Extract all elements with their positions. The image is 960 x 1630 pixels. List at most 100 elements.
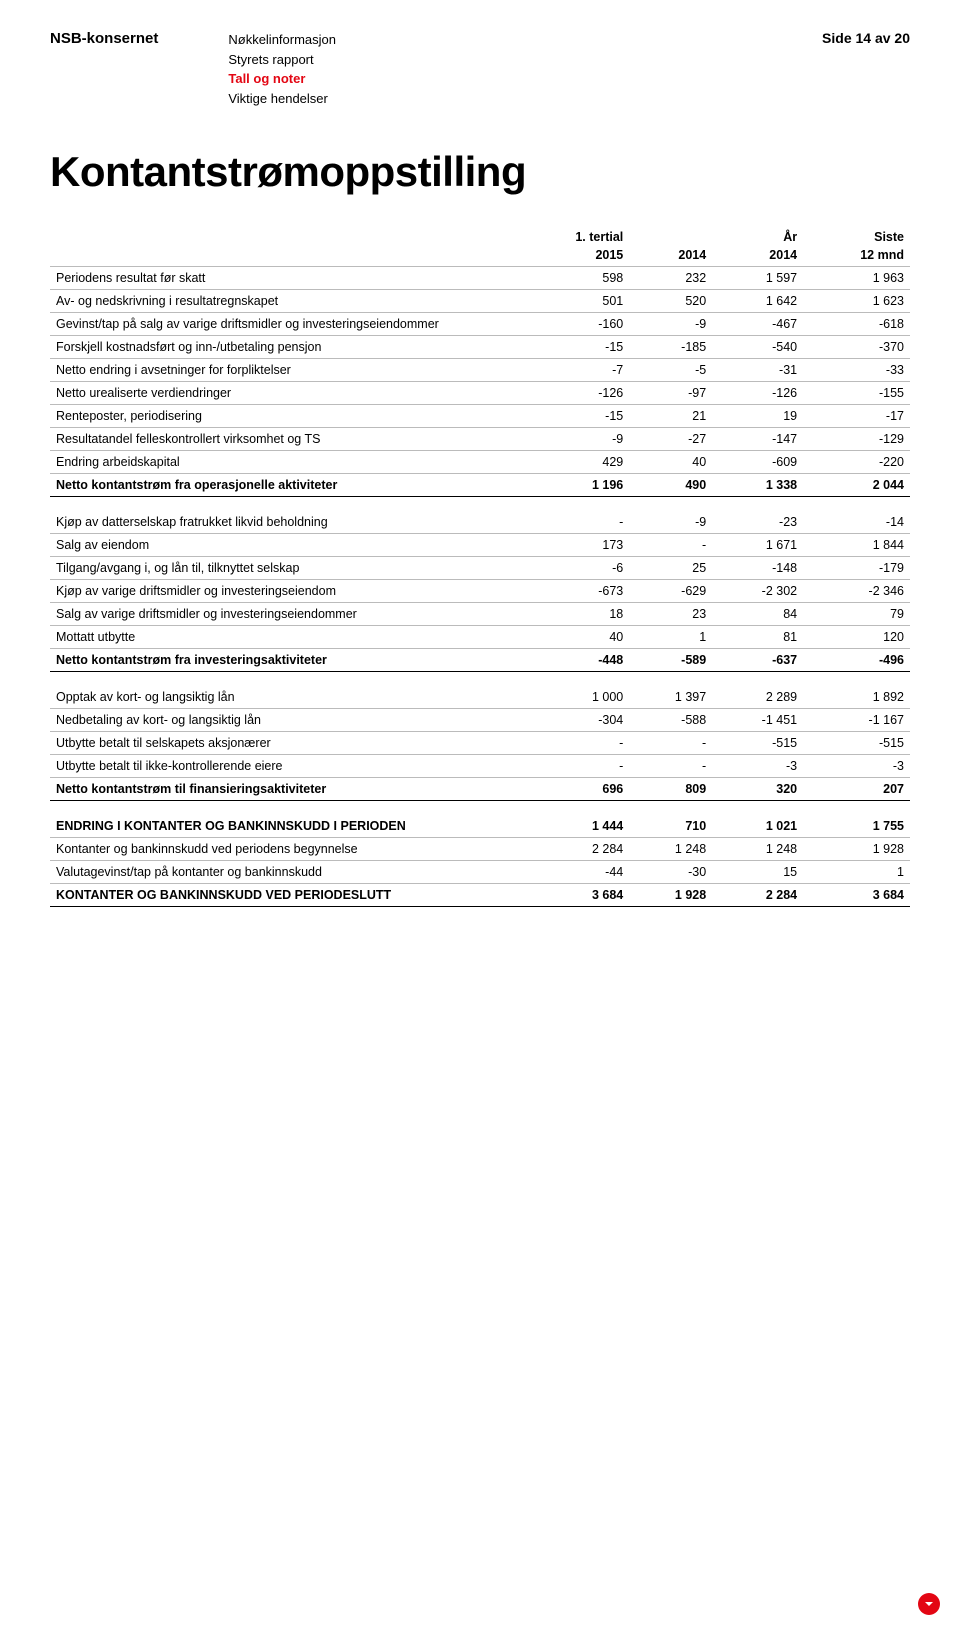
cell-value: 3 684: [803, 884, 910, 907]
cell-value: 79: [803, 603, 910, 626]
cell-value: -179: [803, 557, 910, 580]
cell-value: 84: [712, 603, 803, 626]
cell-value: -3: [803, 755, 910, 778]
cell-value: 809: [629, 778, 712, 801]
section-total-row: Netto kontantstrøm fra operasjonelle akt…: [50, 474, 910, 497]
nav-item[interactable]: Tall og noter: [228, 69, 336, 89]
table-row: Kjøp av datterselskap fratrukket likvid …: [50, 511, 910, 534]
row-label: Opptak av kort- og langsiktig lån: [50, 686, 514, 709]
row-label: Salg av varige driftsmidler og investeri…: [50, 603, 514, 626]
cell-value: 40: [514, 626, 629, 649]
doc-nav: NøkkelinformasjonStyrets rapportTall og …: [228, 30, 336, 108]
table-row: Nedbetaling av kort- og langsiktig lån-3…: [50, 709, 910, 732]
cell-value: 1: [803, 861, 910, 884]
cell-value: 1 755: [803, 815, 910, 838]
column-header: 2014: [629, 244, 712, 267]
cell-value: -: [514, 755, 629, 778]
row-label: Gevinst/tap på salg av varige driftsmidl…: [50, 313, 514, 336]
table-row: ENDRING I KONTANTER OG BANKINNSKUDD I PE…: [50, 815, 910, 838]
table-row: Forskjell kostnadsført og inn-/utbetalin…: [50, 336, 910, 359]
row-label: Netto kontantstrøm til finansieringsakti…: [50, 778, 514, 801]
table-row: Netto urealiserte verdiendringer-126-97-…: [50, 382, 910, 405]
cell-value: -17: [803, 405, 910, 428]
row-label: Netto urealiserte verdiendringer: [50, 382, 514, 405]
cell-value: -448: [514, 649, 629, 672]
page-header: NSB-konsernet NøkkelinformasjonStyrets r…: [50, 30, 910, 108]
cell-value: -588: [629, 709, 712, 732]
cell-value: 18: [514, 603, 629, 626]
table-row: Periodens resultat før skatt5982321 5971…: [50, 267, 910, 290]
nav-item[interactable]: Viktige hendelser: [228, 89, 336, 109]
table-row: Utbytte betalt til selskapets aksjonærer…: [50, 732, 910, 755]
cell-value: -: [629, 755, 712, 778]
cell-value: 320: [712, 778, 803, 801]
cell-value: 2 289: [712, 686, 803, 709]
cell-value: -147: [712, 428, 803, 451]
table-row: Salg av eiendom173-1 6711 844: [50, 534, 910, 557]
cell-value: 3 684: [514, 884, 629, 907]
cell-value: -515: [803, 732, 910, 755]
nav-item[interactable]: Styrets rapport: [228, 50, 336, 70]
cell-value: -126: [712, 382, 803, 405]
next-page-button[interactable]: [918, 1593, 940, 1615]
cell-value: -9: [629, 511, 712, 534]
cell-value: 207: [803, 778, 910, 801]
cell-value: 1 000: [514, 686, 629, 709]
cell-value: -148: [712, 557, 803, 580]
cell-value: 15: [712, 861, 803, 884]
cell-value: 501: [514, 290, 629, 313]
cell-value: -33: [803, 359, 910, 382]
row-label: Kjøp av datterselskap fratrukket likvid …: [50, 511, 514, 534]
cell-value: 1 642: [712, 290, 803, 313]
cell-value: 19: [712, 405, 803, 428]
cell-value: 1 928: [629, 884, 712, 907]
nav-item[interactable]: Nøkkelinformasjon: [228, 30, 336, 50]
column-header-top: 1. tertial: [514, 226, 629, 244]
table-row: Tilgang/avgang i, og lån til, tilknyttet…: [50, 557, 910, 580]
cell-value: -155: [803, 382, 910, 405]
cell-value: 490: [629, 474, 712, 497]
table-row: Endring arbeidskapital42940-609-220: [50, 451, 910, 474]
cashflow-table: 1. tertialÅrSiste20152014201412 mnd Peri…: [50, 226, 910, 907]
cell-value: -304: [514, 709, 629, 732]
cell-value: -515: [712, 732, 803, 755]
cell-value: -30: [629, 861, 712, 884]
row-label: Mottatt utbytte: [50, 626, 514, 649]
row-label: Utbytte betalt til ikke-kontrollerende e…: [50, 755, 514, 778]
cell-value: 2 284: [514, 838, 629, 861]
cell-value: -609: [712, 451, 803, 474]
row-label: Forskjell kostnadsført og inn-/utbetalin…: [50, 336, 514, 359]
cell-value: 1 444: [514, 815, 629, 838]
row-label: Endring arbeidskapital: [50, 451, 514, 474]
cell-value: 598: [514, 267, 629, 290]
row-label: Kjøp av varige driftsmidler og investeri…: [50, 580, 514, 603]
cell-value: -: [514, 511, 629, 534]
cell-value: -2 346: [803, 580, 910, 603]
cell-value: -15: [514, 405, 629, 428]
row-label: Tilgang/avgang i, og lån til, tilknyttet…: [50, 557, 514, 580]
cell-value: -31: [712, 359, 803, 382]
cell-value: -6: [514, 557, 629, 580]
cell-value: -27: [629, 428, 712, 451]
cell-value: -9: [514, 428, 629, 451]
cell-value: -540: [712, 336, 803, 359]
cell-value: -496: [803, 649, 910, 672]
section-total-row: KONTANTER OG BANKINNSKUDD VED PERIODESLU…: [50, 884, 910, 907]
cell-value: -1 167: [803, 709, 910, 732]
cell-value: -1 451: [712, 709, 803, 732]
cell-value: 173: [514, 534, 629, 557]
table-row: Renteposter, periodisering-152119-17: [50, 405, 910, 428]
cell-value: -637: [712, 649, 803, 672]
table-row: Kontanter og bankinnskudd ved periodens …: [50, 838, 910, 861]
cell-value: 1 844: [803, 534, 910, 557]
page-title: Kontantstrømoppstilling: [50, 148, 910, 196]
cell-value: 1 892: [803, 686, 910, 709]
row-label: Nedbetaling av kort- og langsiktig lån: [50, 709, 514, 732]
cell-value: 1 248: [712, 838, 803, 861]
cell-value: 21: [629, 405, 712, 428]
cell-value: 2 284: [712, 884, 803, 907]
cell-value: -618: [803, 313, 910, 336]
row-label: Resultatandel felleskontrollert virksomh…: [50, 428, 514, 451]
table-row: Valutagevinst/tap på kontanter og bankin…: [50, 861, 910, 884]
cell-value: -: [629, 732, 712, 755]
